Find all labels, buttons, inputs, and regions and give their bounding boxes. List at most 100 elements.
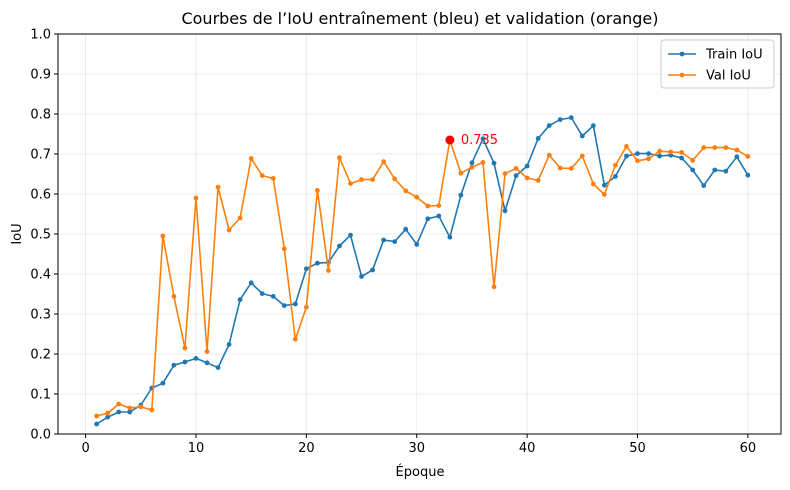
train-iou-legend-label: Train IoU: [705, 48, 763, 63]
val-iou-point: [226, 227, 232, 233]
val-iou-point: [745, 154, 751, 159]
val-iou-point: [690, 158, 696, 163]
train-iou-point: [601, 182, 607, 188]
train-iou-point: [337, 243, 342, 249]
val-iou-point: [590, 181, 596, 187]
val-iou-point: [613, 162, 618, 168]
train-iou-point: [171, 362, 177, 368]
train-iou-point: [303, 266, 309, 272]
x-tick-label: 0: [81, 441, 89, 456]
train-iou-point: [723, 168, 729, 174]
train-iou-point: [292, 301, 298, 307]
val-iou-point: [348, 181, 353, 187]
train-iou-point: [624, 153, 629, 159]
val-iou-point: [248, 156, 254, 161]
axes: 0 10 20 30 40 50 60 0.0 0.1 0.2 0.3 0.4 0.5 0.6 0.7 0.8…: [30, 28, 782, 456]
y-tick-label: 0.2: [30, 348, 51, 363]
train-iou-point: [579, 133, 585, 139]
y-tick-label: 0.5: [30, 228, 51, 243]
val-iou-point: [513, 166, 519, 171]
annotation-label: 0.735: [461, 133, 498, 148]
train-iou-point: [469, 160, 475, 166]
val-iou-point: [392, 176, 398, 182]
train-iou-point: [94, 421, 100, 427]
train-iou-point: [745, 172, 751, 178]
y-tick-label: 0.7: [30, 148, 51, 163]
train-iou-point: [226, 342, 232, 347]
val-iou-point: [535, 178, 541, 183]
train-iou-point: [568, 115, 574, 120]
train-iou-point: [237, 297, 243, 302]
y-tick-label: 0.4: [30, 268, 51, 283]
train-iou-point: [182, 359, 188, 365]
train-iou-point: [392, 239, 398, 245]
chart-title: Courbes de l’IoU entraînement (bleu) et …: [181, 9, 658, 28]
train-iou-point: [348, 232, 353, 238]
x-tick-label: 50: [629, 441, 646, 456]
val-iou-point: [635, 158, 640, 164]
x-tick-label: 10: [188, 441, 205, 456]
train-iou-point: [657, 153, 662, 159]
val-iou-point: [281, 246, 287, 252]
y-tick-label: 0.6: [30, 188, 51, 203]
train-iou-point: [270, 294, 276, 299]
train-iou-point: [491, 160, 497, 166]
train-iou-point: [281, 303, 287, 308]
train-iou-point: [160, 380, 166, 386]
train-iou-legend-marker: [679, 51, 685, 57]
val-iou-point: [138, 404, 144, 410]
y-tick-label: 1.0: [30, 28, 51, 43]
train-iou-point: [712, 167, 718, 173]
val-iou-point: [624, 144, 629, 149]
y-axis-label: IoU: [10, 223, 25, 244]
train-iou-point: [513, 173, 519, 179]
train-iou-point: [447, 234, 453, 240]
grid: [58, 33, 781, 435]
x-tick-label: 40: [519, 441, 536, 456]
train-iou-line: [96, 116, 749, 425]
val-iou-point: [414, 194, 420, 200]
x-axis-label: Époque: [396, 464, 445, 480]
val-iou-legend-label: Val IoU: [706, 69, 751, 84]
val-iou-point: [215, 184, 221, 190]
val-iou-point: [105, 410, 111, 416]
val-iou-point: [204, 349, 210, 354]
train-iou-point: [381, 237, 387, 243]
annotation-marker: [445, 135, 455, 145]
val-iou-point: [679, 150, 685, 155]
annotation-layer: 0.735: [445, 133, 498, 148]
legend: Train IoU Val IoU: [660, 39, 775, 89]
val-iou-point: [601, 192, 607, 197]
train-iou-point: [215, 365, 221, 370]
train-iou-point: [248, 280, 254, 286]
train-iou-point: [701, 183, 707, 189]
train-iou-point: [524, 163, 530, 169]
train-iou-point: [127, 409, 133, 415]
train-iou-point: [193, 356, 199, 361]
train-iou-point: [116, 409, 122, 415]
x-tick-label: 60: [740, 441, 757, 456]
val-iou-point: [568, 166, 574, 171]
val-iou-point: [502, 171, 508, 177]
train-iou-point: [458, 192, 464, 198]
train-iou-point: [535, 136, 541, 141]
train-iou-point: [646, 151, 651, 157]
val-iou-point: [403, 188, 409, 194]
val-iou-point: [303, 304, 309, 310]
val-iou-point: [557, 165, 563, 171]
val-iou-point: [458, 170, 464, 176]
val-iou-point: [237, 215, 243, 221]
train-iou-point: [204, 360, 210, 366]
y-tick-label: 0.3: [30, 308, 51, 323]
y-tick-label: 0.1: [30, 388, 51, 403]
train-iou-point: [259, 291, 265, 296]
val-iou-point: [116, 401, 122, 407]
y-tick-label: 0.9: [30, 68, 51, 83]
val-iou-point: [127, 405, 133, 411]
val-iou-point: [425, 203, 431, 209]
val-iou-point: [94, 413, 100, 419]
train-iou-point: [425, 216, 431, 222]
val-iou-point: [314, 188, 320, 193]
train-iou-point: [314, 260, 320, 266]
